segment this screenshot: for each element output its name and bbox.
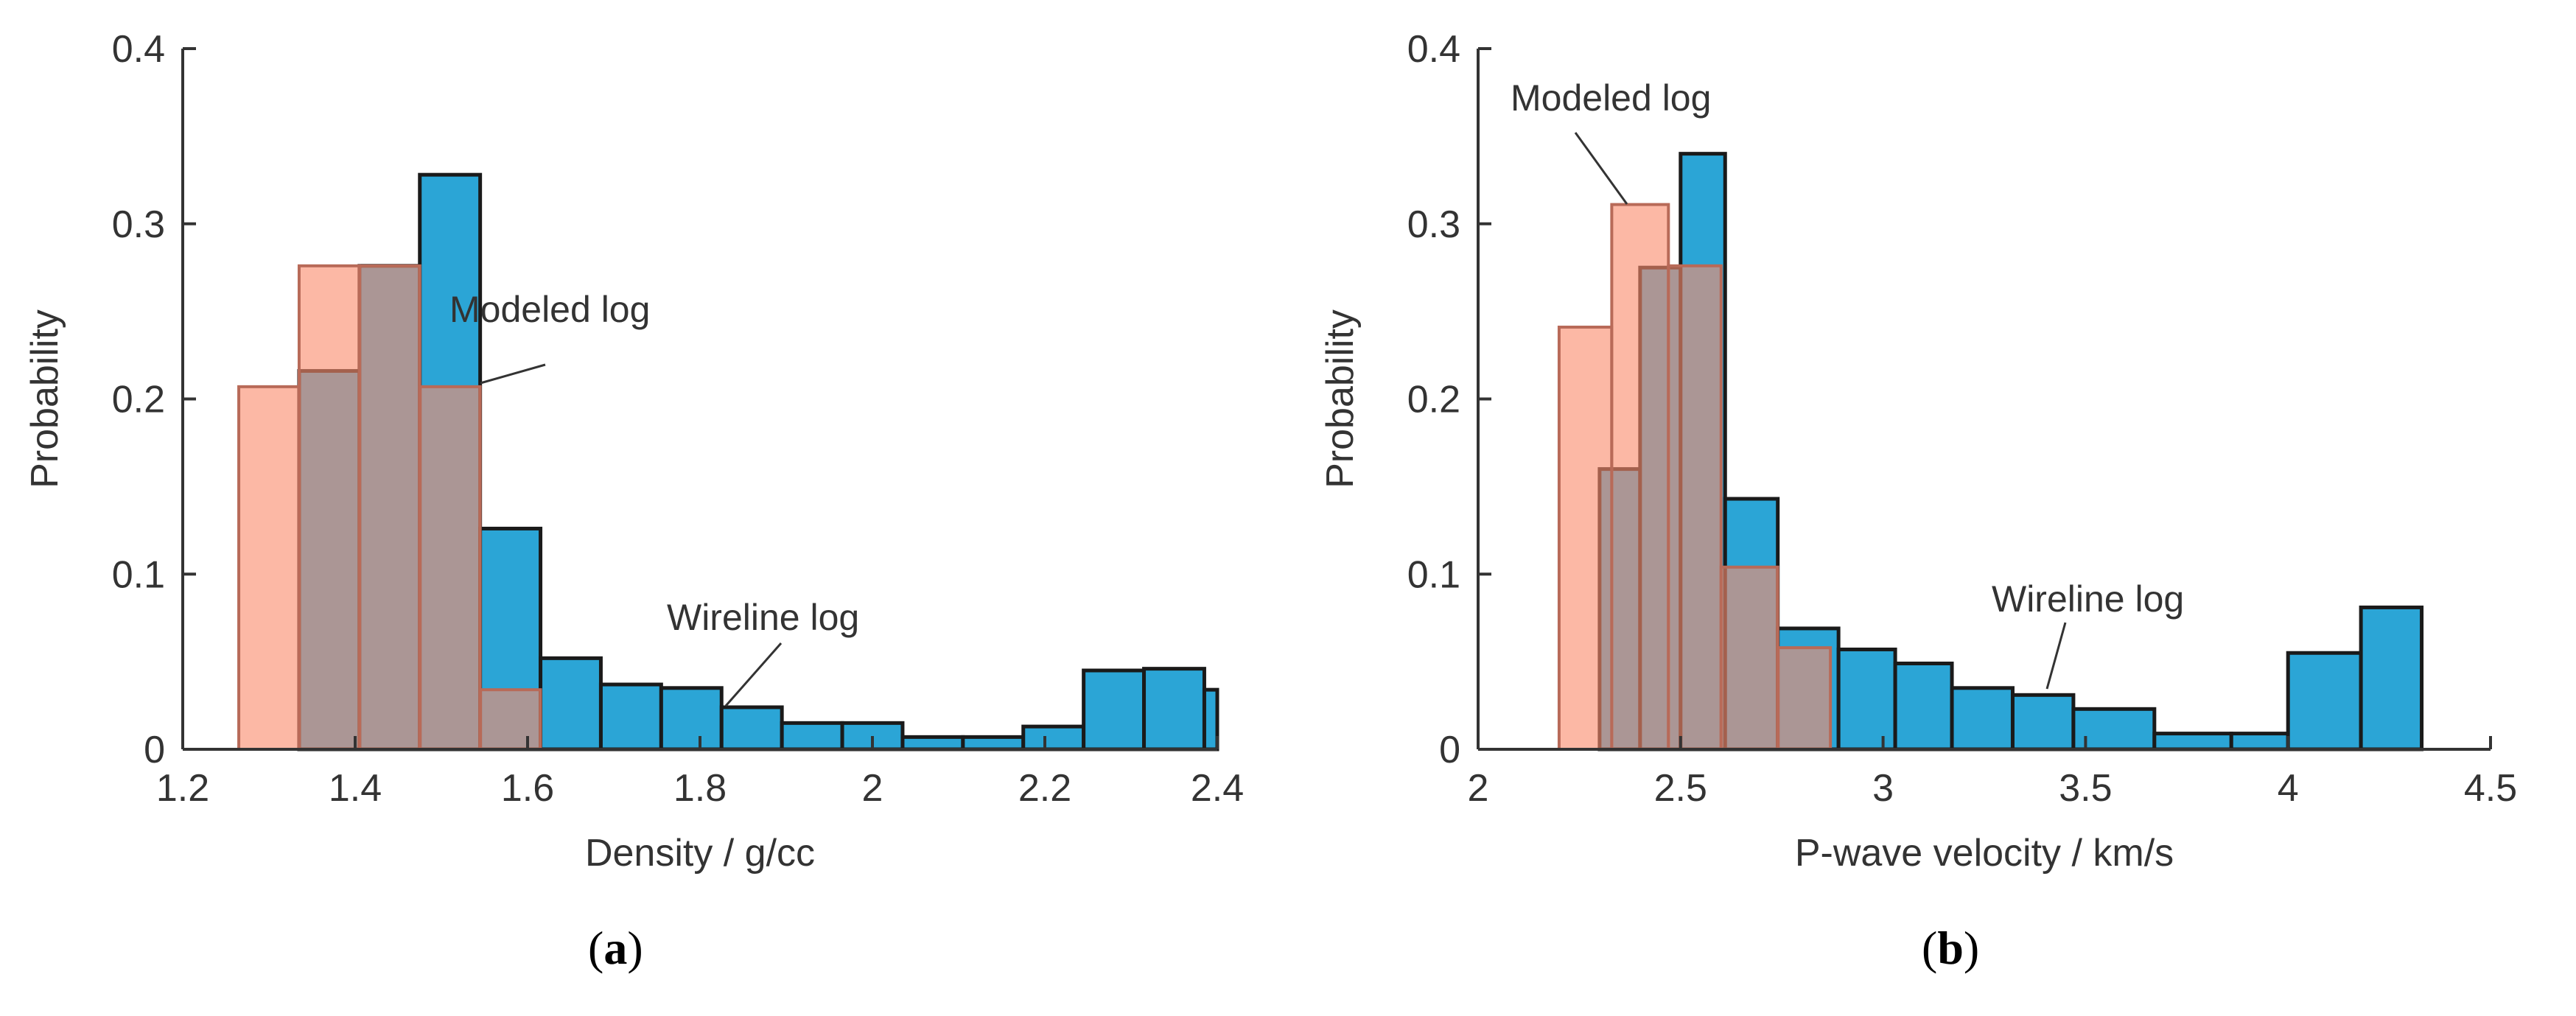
y-tick-label: 0 <box>144 729 165 771</box>
density-histogram-svg: 0 0.1 0.2 0.3 0.4 1.2 1.4 1.6 1.8 2 2.2 2.4 Density … <box>24 28 1244 875</box>
x-tick-label: 1.6 <box>501 767 554 810</box>
y-tick-label: 0.4 <box>112 28 165 71</box>
wireline-bar <box>1082 668 1147 752</box>
y-tick-label: 0.1 <box>1407 553 1460 596</box>
x-tick-label: 4 <box>2278 767 2299 810</box>
modeled-log-annotation: Modeled log <box>1511 77 1711 119</box>
y-tick-label: 0 <box>1439 729 1460 771</box>
wireline-bar <box>1893 662 1954 752</box>
x-tick-label: 1.8 <box>673 767 727 810</box>
modeled-bar <box>478 688 542 751</box>
wireline-bar <box>780 721 844 752</box>
wireline-bar <box>1950 686 2015 752</box>
y-axis-label: Probability <box>1319 309 1362 488</box>
wireline-bar <box>2229 732 2290 752</box>
annotation-leader-line <box>2045 622 2067 690</box>
wireline-log-annotation: Wireline log <box>667 597 859 638</box>
wireline-bar <box>1142 667 1206 752</box>
x-axis-label: P-wave velocity / km/s <box>1795 832 2174 875</box>
y-tick-label: 0.2 <box>112 379 165 421</box>
wireline-bar <box>2010 693 2076 752</box>
panel-b-velocity-histogram: 0 0.1 0.2 0.3 0.4 2 2.5 3 3.5 4 4.5 P-wave velocity… <box>1288 0 2576 1016</box>
x-axis-label: Density / g/cc <box>585 832 815 875</box>
modeled-bar <box>297 264 361 751</box>
modeled-bar <box>418 385 482 751</box>
x-tick-label: 2 <box>862 767 883 810</box>
wireline-log-annotation: Wireline log <box>1992 578 2184 620</box>
annotation-leader-line <box>1574 132 1628 205</box>
modeled-log-series <box>1557 203 1833 752</box>
plot-area <box>237 172 1219 752</box>
panel-label-b: (b) <box>1922 922 1980 974</box>
panel-a-density-histogram: 0 0.1 0.2 0.3 0.4 1.2 1.4 1.6 1.8 2 2.2 2.4 Density … <box>24 28 1244 974</box>
plot-area <box>1557 152 2424 752</box>
modeled-bar <box>1610 203 1670 752</box>
modeled-bar <box>1719 565 1779 751</box>
x-tick-label: 4.5 <box>2464 767 2517 810</box>
y-tick-label: 0.1 <box>112 553 165 596</box>
annotation-leader-line <box>480 363 546 385</box>
modeled-bar <box>1776 646 1833 751</box>
x-tick-label: 2.5 <box>1654 767 1707 810</box>
modeled-bar <box>237 385 301 751</box>
y-tick-label: 0.3 <box>112 203 165 246</box>
modeled-bar <box>1557 326 1614 751</box>
wireline-bar <box>2359 605 2424 752</box>
wireline-bar <box>719 705 784 752</box>
velocity-histogram-svg: 0 0.1 0.2 0.3 0.4 2 2.5 3 3.5 4 4.5 P-wave velocity… <box>1319 28 2517 875</box>
modeled-log-annotation: Modeled log <box>449 289 650 330</box>
x-tick-label: 1.4 <box>329 767 382 810</box>
x-tick-label: 2.2 <box>1018 767 1071 810</box>
panel-label-a: (a) <box>588 922 643 974</box>
wireline-bar <box>598 682 663 752</box>
y-axis-label: Probability <box>24 309 66 488</box>
wireline-bar <box>1202 687 1219 752</box>
annotation-leader-line <box>724 642 783 707</box>
wireline-bar <box>659 686 724 752</box>
y-tick-label: 0.3 <box>1407 203 1460 246</box>
x-tick-label: 2.4 <box>1191 767 1244 810</box>
modeled-bar <box>357 264 421 751</box>
x-tick-label: 2 <box>1468 767 1489 810</box>
wireline-bar <box>900 735 965 752</box>
x-tick-label: 1.2 <box>156 767 209 810</box>
modeled-log-series <box>237 264 542 751</box>
y-tick-label: 0.4 <box>1407 28 1460 71</box>
x-tick-label: 3 <box>1872 767 1894 810</box>
wireline-bar <box>1021 724 1086 752</box>
wireline-bar <box>1836 647 1897 752</box>
x-tick-label: 3.5 <box>2059 767 2112 810</box>
wireline-bar <box>539 656 603 752</box>
wireline-bar <box>961 735 1026 752</box>
wireline-bar <box>2286 651 2363 752</box>
wireline-bar <box>2152 732 2233 752</box>
modeled-bar <box>1667 264 1723 751</box>
y-tick-label: 0.2 <box>1407 379 1460 421</box>
